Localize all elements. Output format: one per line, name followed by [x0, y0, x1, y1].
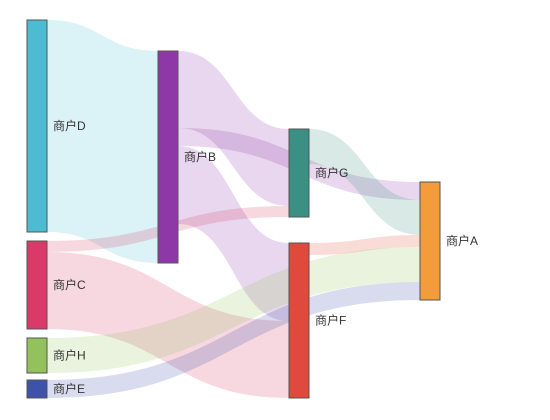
- node-label-G: 商户G: [315, 165, 348, 180]
- node-A[interactable]: [419, 181, 441, 301]
- link-G-A-5: [309, 129, 420, 217]
- link-C-F-8: [47, 252, 289, 398]
- sankey-labels: 商户D 商户C 商户H 商户E 商户B 商户G 商户F 商户A: [53, 118, 478, 396]
- node-H[interactable]: [26, 337, 48, 374]
- link-D-B-0: [47, 20, 158, 263]
- link-G-A-6: [309, 146, 420, 235]
- sankey-links: [47, 20, 420, 398]
- link-E-A-11: [47, 282, 420, 398]
- node-label-H: 商户H: [53, 348, 86, 363]
- link-H-A-10: [47, 247, 420, 373]
- link-F-A-9: [309, 235, 420, 255]
- node-B[interactable]: [157, 50, 179, 264]
- node-label-A: 商户A: [446, 233, 478, 248]
- node-label-B: 商户B: [184, 149, 216, 164]
- node-E[interactable]: [26, 379, 48, 399]
- node-F[interactable]: [288, 242, 310, 399]
- node-G[interactable]: [288, 128, 310, 218]
- link-B-F-4: [178, 156, 289, 321]
- link-B-G-1: [178, 51, 289, 206]
- node-C[interactable]: [26, 240, 48, 330]
- node-label-C: 商户C: [53, 277, 86, 292]
- node-D[interactable]: [26, 19, 48, 233]
- node-label-E: 商户E: [53, 381, 85, 396]
- sankey-nodes: [26, 19, 441, 399]
- link-B-F-3: [178, 146, 289, 253]
- node-label-F: 商户F: [315, 313, 346, 328]
- node-label-D: 商户D: [53, 118, 86, 133]
